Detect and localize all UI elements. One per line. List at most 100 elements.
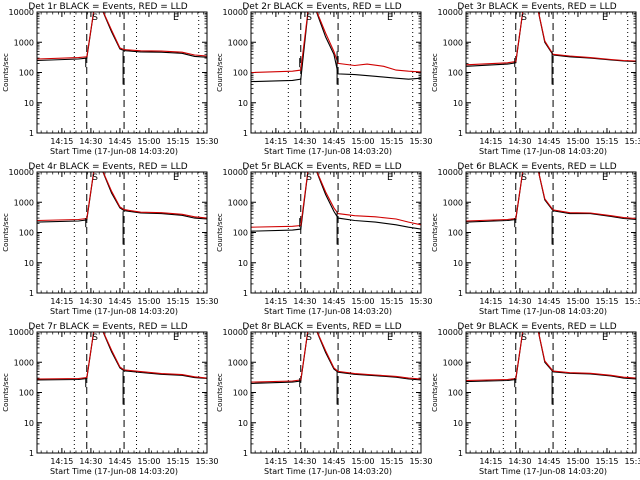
interval-marker-e: E <box>602 13 608 23</box>
lld-series-line <box>251 12 421 74</box>
y-axis-label: Counts/sec <box>2 53 10 92</box>
detector-panel-2: Det 2r BLACK = Events, RED = LLD Counts/s… <box>216 2 433 156</box>
x-tick-label: 14:45 <box>108 457 131 466</box>
y-tick-label: 10 <box>24 259 34 268</box>
panel-title: Det 4r BLACK = Events, RED = LLD <box>28 162 187 172</box>
interval-marker-e: E <box>387 13 393 23</box>
events-series-line <box>251 172 421 232</box>
y-tick-label: 1 <box>458 129 463 138</box>
x-axis-label: Start Time (17-Jun-08 14:03:20) <box>50 467 178 476</box>
x-tick-label: 14:45 <box>537 137 560 146</box>
x-tick-label: 14:15 <box>264 297 287 306</box>
y-tick-label: 10000 <box>223 328 248 337</box>
x-axis-label: Start Time (17-Jun-08 14:03:20) <box>479 467 607 476</box>
x-tick-label: 15:15 <box>166 457 189 466</box>
y-axis-label: Counts/sec <box>431 373 439 412</box>
lld-series-line <box>251 332 421 383</box>
interval-marker-s: S <box>521 173 527 183</box>
x-tick-label: 14:45 <box>537 297 560 306</box>
interval-marker-s: S <box>521 13 527 23</box>
x-axis-label: Start Time (17-Jun-08 14:03:20) <box>264 307 392 316</box>
x-tick-label: 14:15 <box>264 457 287 466</box>
x-tick-label: 14:30 <box>508 457 531 466</box>
x-tick-label: 14:45 <box>108 297 131 306</box>
y-tick-label: 10000 <box>438 328 463 337</box>
interval-marker-e: E <box>173 333 179 343</box>
interval-marker-s: S <box>521 333 527 343</box>
x-tick-label: 15:30 <box>624 457 640 466</box>
y-tick-label: 1 <box>29 449 34 458</box>
interval-marker-s: S <box>92 173 98 183</box>
y-tick-label: 100 <box>19 69 34 78</box>
panel-title: Det 2r BLACK = Events, RED = LLD <box>242 2 401 12</box>
plot-frame <box>465 171 637 294</box>
series-group <box>251 332 421 405</box>
y-tick-label: 1 <box>458 449 463 458</box>
detector-panel-6: Det 6r BLACK = Events, RED = LLD Counts/s… <box>431 162 640 316</box>
plot-frame <box>36 11 208 134</box>
interval-marker-e: E <box>387 173 393 183</box>
y-tick-label: 1 <box>243 129 248 138</box>
interval-marker-s: S <box>92 333 98 343</box>
x-tick-label: 15:30 <box>195 457 218 466</box>
x-tick-label: 15:15 <box>595 137 618 146</box>
x-tick-label: 15:15 <box>166 137 189 146</box>
x-tick-label: 14:15 <box>50 297 73 306</box>
y-tick-label: 10 <box>238 99 248 108</box>
x-tick-label: 14:30 <box>293 137 316 146</box>
detector-panel-4: Det 4r BLACK = Events, RED = LLD Counts/s… <box>2 162 219 316</box>
y-tick-label: 10 <box>453 419 463 428</box>
y-tick-label: 10000 <box>223 168 248 177</box>
x-tick-label: 14:30 <box>508 137 531 146</box>
panel-title: Det 1r BLACK = Events, RED = LLD <box>28 2 187 12</box>
x-tick-label: 14:30 <box>508 297 531 306</box>
y-axis-label: Counts/sec <box>216 213 224 252</box>
y-tick-label: 1 <box>243 289 248 298</box>
y-axis-label: Counts/sec <box>2 373 10 412</box>
plot-frame <box>250 171 422 294</box>
y-tick-label: 1000 <box>228 38 248 47</box>
y-tick-label: 100 <box>233 389 248 398</box>
detector-panel-3: Det 3r BLACK = Events, RED = LLD Counts/s… <box>431 2 640 156</box>
x-tick-label: 14:15 <box>50 457 73 466</box>
series-group <box>251 12 421 85</box>
series-group <box>251 172 421 245</box>
x-tick-label: 15:00 <box>566 297 589 306</box>
plot-frame <box>36 331 208 454</box>
x-tick-label: 15:15 <box>595 457 618 466</box>
x-tick-label: 14:15 <box>479 137 502 146</box>
y-tick-label: 1 <box>243 449 248 458</box>
series-group <box>37 12 207 85</box>
y-tick-label: 10 <box>453 259 463 268</box>
y-tick-label: 1 <box>29 289 34 298</box>
y-tick-label: 1000 <box>14 198 34 207</box>
lld-series-line <box>251 172 421 228</box>
interval-marker-e: E <box>173 173 179 183</box>
x-tick-label: 15:00 <box>566 137 589 146</box>
x-axis-label: Start Time (17-Jun-08 14:03:20) <box>50 307 178 316</box>
x-tick-label: 14:45 <box>322 137 345 146</box>
series-group <box>37 332 207 405</box>
y-tick-label: 10 <box>238 259 248 268</box>
x-tick-label: 15:00 <box>351 457 374 466</box>
lld-series-line <box>37 12 207 60</box>
plot-frame <box>250 331 422 454</box>
interval-marker-e: E <box>387 333 393 343</box>
interval-marker-e: E <box>602 173 608 183</box>
y-tick-label: 1000 <box>228 198 248 207</box>
x-tick-label: 15:30 <box>195 137 218 146</box>
y-tick-label: 100 <box>448 389 463 398</box>
x-tick-label: 14:45 <box>108 137 131 146</box>
x-tick-label: 15:00 <box>351 137 374 146</box>
x-tick-label: 14:30 <box>79 137 102 146</box>
y-axis-label: Counts/sec <box>216 53 224 92</box>
x-tick-label: 15:00 <box>137 297 160 306</box>
panel-title: Det 6r BLACK = Events, RED = LLD <box>457 162 616 172</box>
y-tick-label: 100 <box>448 69 463 78</box>
y-tick-label: 100 <box>19 389 34 398</box>
x-tick-label: 15:15 <box>380 137 403 146</box>
lld-series-line <box>466 332 636 382</box>
x-tick-label: 15:00 <box>351 297 374 306</box>
x-tick-label: 15:30 <box>409 297 432 306</box>
